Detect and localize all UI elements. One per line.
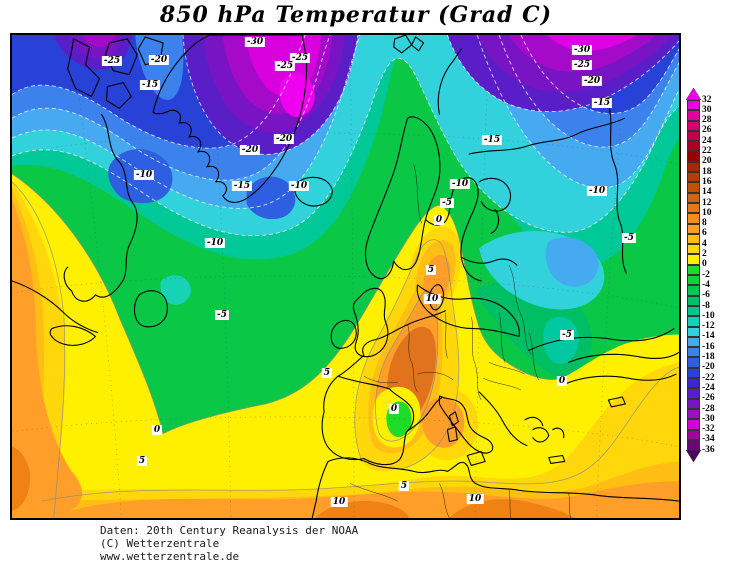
colorbar-tick-label: 28 [702,115,712,126]
colorbar-arrow-up [686,88,701,100]
credits-block: Daten: 20th Century Reanalysis der NOAA … [100,524,358,563]
colorbar-cell [687,316,700,327]
colorbar-cell [687,275,700,286]
colorbar-tick-label: -18 [702,352,715,362]
colorbar-cell [687,110,700,121]
colorbar-tick-label: -20 [702,362,715,373]
colorbar-tick-label: -26 [702,393,715,404]
colorbar-cell [687,357,700,368]
colorbar-tick-label: 26 [702,125,712,136]
colorbar-cell [687,419,700,430]
colorbar-tick-label: 20 [702,156,712,167]
colorbar-cell [687,336,700,348]
colorbar-tick-label: 18 [702,166,712,177]
colorbar-cell [687,244,700,255]
colorbar-cell [687,326,700,337]
graticule-layer [12,35,679,518]
colorbar-cell [687,347,700,358]
colorbar-tick-label: 16 [702,176,712,187]
colorbar-cell [687,213,700,224]
colorbar-tick-label: -8 [702,300,710,311]
page-title: 850 hPa Temperatur (Grad C) [159,2,553,28]
cold-contour-lines [12,35,679,237]
colorbar-cell [687,120,700,131]
colorbar-arrow-down [686,450,701,462]
colorbar-tick-label: -2 [702,269,710,280]
colorbar-tick-label: -36 [702,444,715,455]
colorbar-tick-label: 2 [702,249,707,259]
temperature-field-layer [12,35,679,518]
colorbar-cell [687,141,700,152]
coastline-layer [12,35,679,518]
colorbar-cell [687,192,700,203]
credits-url: www.wetterzentrale.de [100,550,240,563]
colorbar-cell [687,254,700,265]
colorbar-tick-label: 10 [702,207,712,218]
colorbar-tick-label: -16 [702,341,715,352]
colorbar-cell [687,182,700,193]
colorbar-tick-label: -4 [702,279,710,290]
colorbar-tick-label: 12 [702,197,712,208]
colorbar-cell [687,285,700,296]
colorbar-tick-label: -22 [702,372,715,383]
colorbar-tick-label: 4 [702,238,707,249]
colorbar-tick-label: -14 [702,331,715,342]
temperature-colorbar: 32 30 28 26 24 22 20 18 16 14 12 10 8 6 4 2 0 -2 -4 -6 -8 -10… [686,88,726,488]
colorbar-cell [687,305,700,317]
colorbar-tick-label: 32 [702,94,712,105]
colorbar-cell [687,172,700,183]
colorbar-tick-label: 14 [702,187,712,198]
colorbar-tick-label: -24 [702,382,715,393]
map-frame: -30 -25 -20 -15 -25 -25 -20 -20 -10 -15 -10 -10 -30-… [10,33,681,520]
colorbar-cell [687,398,700,409]
colorbar-tick-label: -10 [702,310,715,321]
colorbar-cell [687,130,700,142]
colorbar-tick-label: -6 [702,290,710,301]
colorbar-cell [687,100,700,111]
colorbar-tick-label: -28 [702,403,715,414]
colorbar-cell [687,295,700,306]
colorbar-cell [687,233,700,245]
colorbar-cell [687,264,700,276]
colorbar-tick-label: 22 [702,146,712,156]
credits-source: Daten: 20th Century Reanalysis der NOAA [100,524,359,537]
colorbar-tick-label: -30 [702,413,715,424]
colorbar-cell [687,202,700,214]
colorbar-tick-label: 30 [702,104,712,115]
colorbar-tick-label: -34 [702,434,715,445]
colorbar-cell [687,408,700,420]
colorbar-cell [687,439,700,451]
colorbar-tick-label: -32 [702,424,715,435]
colorbar-cell [687,388,700,399]
temperature-map [12,35,679,518]
colorbar-cell [687,378,700,389]
colorbar-tick-label: 24 [702,135,712,146]
colorbar-ticks: 32 30 28 26 24 22 20 18 16 14 12 10 8 6 4 2 0 -2 -4 -6 -8 -10… [702,95,726,460]
warm-contour-lines [12,173,679,518]
colorbar-tick-label: -12 [702,321,715,332]
colorbar-tick-label: 8 [702,218,707,229]
colorbar-cell [687,161,700,173]
colorbar-tick-label: 6 [702,228,707,239]
colorbar-cell [687,151,700,162]
border-layer [349,163,571,518]
colorbar-cells [687,100,700,451]
colorbar-cell [687,429,700,440]
colorbar-cell [687,223,700,234]
colorbar-cell [687,367,700,379]
credits-copyright: (C) Wetterzentrale [100,537,220,550]
colorbar-tick-label: 0 [702,259,707,270]
